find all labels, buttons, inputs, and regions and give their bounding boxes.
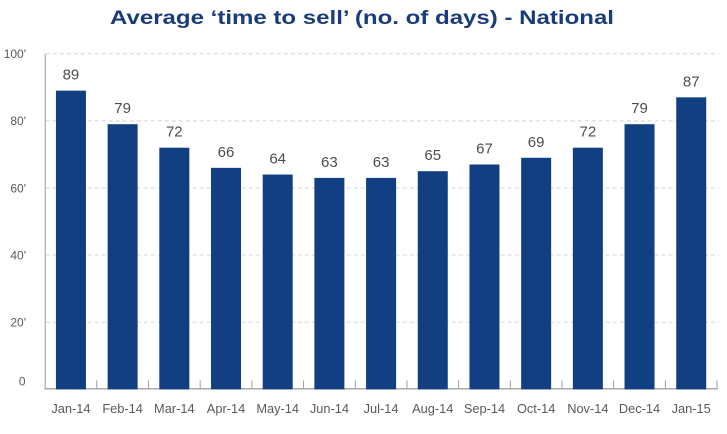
svg-text:89: 89 [63, 67, 80, 84]
svg-text:40': 40' [10, 248, 26, 262]
svg-text:Oct-14: Oct-14 [517, 401, 555, 416]
svg-text:80': 80' [10, 114, 26, 128]
svg-text:65: 65 [424, 147, 441, 164]
svg-text:66: 66 [218, 144, 235, 161]
svg-text:Jul-14: Jul-14 [364, 401, 399, 416]
svg-text:69: 69 [528, 134, 545, 151]
svg-text:72: 72 [580, 124, 597, 141]
svg-text:60': 60' [10, 181, 26, 195]
svg-text:72: 72 [166, 124, 183, 141]
svg-text:63: 63 [373, 154, 390, 171]
svg-text:64: 64 [269, 151, 286, 168]
svg-text:67: 67 [476, 140, 493, 157]
svg-text:79: 79 [631, 100, 648, 117]
svg-text:87: 87 [683, 73, 700, 90]
svg-text:Jun-14: Jun-14 [310, 401, 349, 416]
svg-text:Nov-14: Nov-14 [567, 401, 608, 416]
svg-text:0: 0 [19, 375, 26, 389]
svg-text:May-14: May-14 [256, 401, 299, 416]
svg-text:Average ‘time to sell’ (no. of: Average ‘time to sell’ (no. of days) - N… [110, 7, 614, 29]
svg-text:Mar-14: Mar-14 [154, 401, 195, 416]
svg-text:100': 100' [4, 47, 26, 61]
svg-text:Feb-14: Feb-14 [102, 401, 143, 416]
svg-text:Sep-14: Sep-14 [464, 401, 505, 416]
svg-text:Jan-14: Jan-14 [51, 401, 90, 416]
svg-text:Jan-15: Jan-15 [672, 401, 711, 416]
svg-text:Apr-14: Apr-14 [207, 401, 245, 416]
svg-text:63: 63 [321, 154, 338, 171]
svg-text:Dec-14: Dec-14 [619, 401, 660, 416]
svg-text:20': 20' [10, 316, 26, 330]
svg-text:79: 79 [114, 100, 131, 117]
svg-text:Aug-14: Aug-14 [412, 401, 453, 416]
